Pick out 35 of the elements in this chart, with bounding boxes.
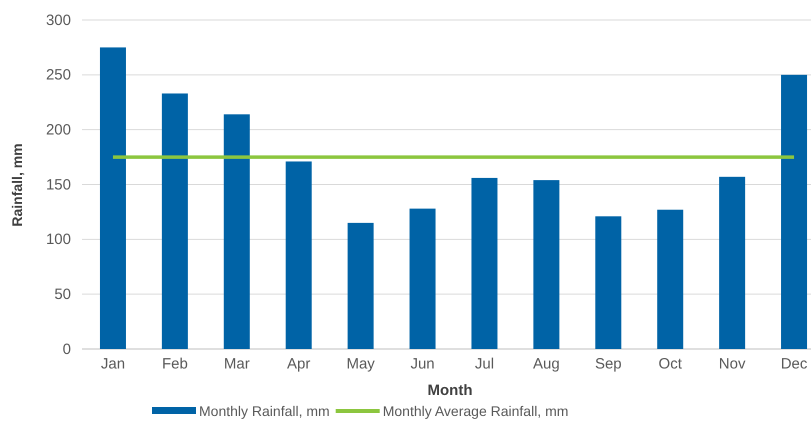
legend-label: Monthly Rainfall, mm — [199, 403, 330, 419]
x-tick-label: Feb — [162, 356, 188, 373]
y-tick-label: 0 — [62, 340, 71, 358]
bar — [781, 74, 808, 349]
y-tick-label: 150 — [46, 176, 71, 194]
y-axis-title: Rainfall, mm — [9, 143, 25, 227]
bar — [657, 210, 684, 349]
bar — [719, 176, 746, 349]
x-tick-label: Jan — [100, 356, 126, 373]
bar — [533, 180, 560, 349]
x-tick-label: Sep — [594, 356, 622, 373]
bar — [595, 216, 622, 349]
bar — [286, 161, 312, 349]
x-tick-label: Dec — [780, 356, 808, 373]
bar — [224, 114, 250, 349]
x-tick-label: Nov — [718, 356, 746, 373]
x-tick-label: Jul — [474, 356, 494, 373]
bar — [471, 178, 498, 349]
y-tick-label: 50 — [54, 286, 71, 303]
x-tick-label: Oct — [658, 356, 683, 373]
legend-label: Monthly Average Rainfall, mm — [382, 403, 568, 419]
x-tick-label: Mar — [224, 356, 250, 373]
x-tick-label: Jun — [410, 356, 435, 373]
y-tick-label: 250 — [46, 66, 71, 84]
bar — [162, 93, 188, 349]
y-tick-label: 100 — [46, 231, 71, 248]
bar — [348, 222, 374, 349]
bar — [100, 47, 126, 349]
x-tick-label: May — [346, 356, 376, 373]
y-tick-label: 200 — [46, 121, 71, 138]
y-tick-label: 300 — [46, 12, 71, 29]
x-tick-label: Apr — [287, 356, 310, 373]
x-axis-title: Month — [428, 382, 472, 399]
bar — [410, 208, 436, 349]
x-tick-label: Aug — [533, 356, 560, 373]
